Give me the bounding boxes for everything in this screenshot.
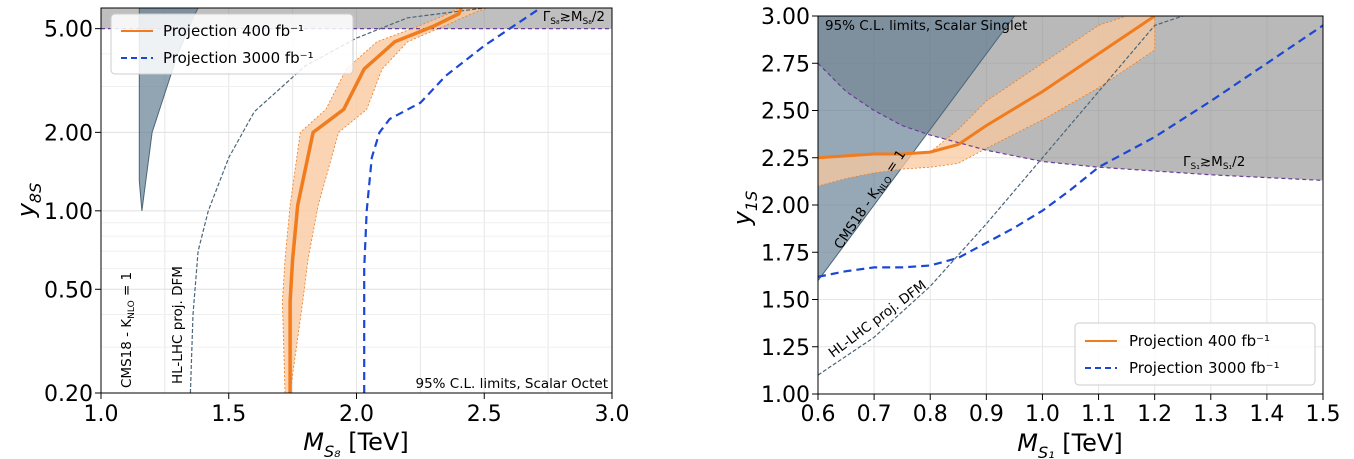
- legend-label-400: Projection 400 fb⁻¹: [163, 22, 304, 40]
- x-tick-label: 1.3: [1193, 402, 1228, 427]
- legend-label-3000: Projection 3000 fb⁻¹: [163, 49, 314, 67]
- x-tick-label: 0.8: [913, 402, 948, 427]
- series-line-400: [288, 8, 463, 393]
- x-tick-label: 1.2: [1137, 402, 1172, 427]
- band-400: [818, 16, 1156, 187]
- y-tick-label: 0.50: [44, 278, 93, 303]
- y-tick-label: 1.25: [761, 336, 810, 361]
- x-tick-label: 2.5: [467, 402, 502, 427]
- y-tick-label: 0.20: [44, 382, 93, 407]
- left-panel: 1.0 1.5 2.0 2.5 3.0 0.20 0.50 1.00 2.00 5.00 95% …: [12, 7, 630, 459]
- right-tick-labels: 0.6 0.7 0.8 0.9 1.0 1.1 1.2 1.3 1.4 1.5 1.00 1.25 1.…: [761, 5, 1340, 427]
- right-series-lines: [818, 16, 1323, 376]
- right-x-axis-label: MS₁ [TeV]: [1017, 429, 1122, 459]
- y-tick-label: 1.00: [761, 383, 810, 408]
- y-tick-label: 2.75: [761, 52, 810, 77]
- x-tick-label: 1.0: [84, 402, 119, 427]
- x-tick-label: 1.5: [1306, 402, 1341, 427]
- x-tick-label: 1.4: [1249, 402, 1284, 427]
- right-y-axis-label: y1S: [728, 191, 761, 227]
- legend-label-3000: Projection 3000 fb⁻¹: [1129, 359, 1280, 377]
- x-tick-label: 2.0: [339, 402, 374, 427]
- band-400: [281, 8, 487, 393]
- left-annotation-hl: HL-LHC proj. DFM: [170, 266, 186, 384]
- series-line-3000: [818, 24, 1323, 278]
- right-legend: Projection 400 fb⁻¹ Projection 3000 fb⁻¹: [1074, 322, 1316, 386]
- y-tick-label: 5.00: [44, 18, 93, 43]
- right-annotation-cl: 95% C.L. limits, Scalar Singlet: [825, 18, 1027, 34]
- left-legend: Projection 400 fb⁻¹ Projection 3000 fb⁻¹: [110, 13, 354, 75]
- x-tick-label: 1.0: [1025, 402, 1060, 427]
- left-annotation-cms: CMS18 - KNLO = 1: [119, 272, 137, 388]
- left-tick-labels: 1.0 1.5 2.0 2.5 3.0 0.20 0.50 1.00 2.00 5.00: [44, 18, 629, 427]
- hl-lhc-dfm-line: [818, 16, 1183, 376]
- y-tick-label: 2.00: [761, 194, 810, 219]
- y-tick-label: 2.25: [761, 147, 810, 172]
- y-tick-label: 1.50: [761, 289, 810, 314]
- series-line-400: [818, 16, 1156, 160]
- y-tick-label: 1.75: [761, 241, 810, 266]
- cms-excluded-region: [818, 16, 1016, 282]
- x-tick-label: 1.5: [211, 402, 246, 427]
- y-tick-label: 1.00: [44, 200, 93, 225]
- y-tick-label: 2.00: [44, 121, 93, 146]
- left-y-axis-label: y8S: [12, 183, 45, 219]
- x-tick-label: 3.0: [595, 402, 630, 427]
- left-annotation-cl: 95% C.L. limits, Scalar Octet: [415, 376, 608, 392]
- right-excluded-regions: [818, 16, 1323, 282]
- cms-excluded-region: [101, 8, 199, 393]
- series-line-3000: [363, 8, 542, 393]
- y-tick-label: 2.50: [761, 100, 810, 125]
- legend-label-400: Projection 400 fb⁻¹: [1129, 332, 1270, 350]
- right-panel: 0.6 0.7 0.8 0.9 1.0 1.1 1.2 1.3 1.4 1.5 1.00 1.25 1.…: [728, 5, 1341, 459]
- x-tick-label: 0.7: [857, 402, 892, 427]
- hl-lhc-dfm-line: [189, 8, 485, 393]
- y-tick-label: 3.00: [761, 5, 810, 30]
- width-limit-line: [818, 62, 1323, 181]
- left-x-axis-label: MS₈ [TeV]: [303, 428, 408, 459]
- x-tick-label: 1.1: [1081, 402, 1116, 427]
- x-tick-label: 0.9: [969, 402, 1004, 427]
- x-tick-label: 0.6: [801, 402, 836, 427]
